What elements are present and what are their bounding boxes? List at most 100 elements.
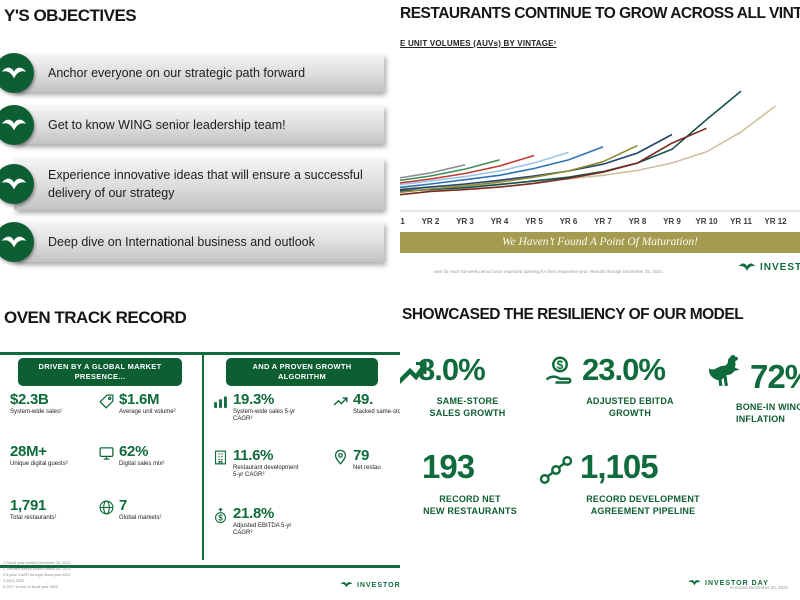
stat-label: Average unit volume² bbox=[119, 408, 176, 415]
stat-value: 23.0% bbox=[582, 352, 666, 387]
wingstop-logo-icon bbox=[340, 581, 353, 589]
wingstop-logo-badge bbox=[0, 53, 34, 93]
bar-chart-icon bbox=[212, 393, 229, 410]
footer-brand: INVESTOR DAY bbox=[738, 262, 800, 273]
objective-text: Get to know WING senior leadership team! bbox=[48, 117, 286, 132]
stat-label: Net restau bbox=[353, 464, 381, 471]
stat-label-line: RECORD DEVELOPMENT bbox=[586, 494, 700, 504]
stat-label: System-wide sales¹ bbox=[10, 408, 63, 415]
stat-label-line: SALES GROWTH bbox=[429, 407, 506, 418]
slide-objectives: Y'S OBJECTIVES Anchor everyone on our st… bbox=[0, 0, 400, 300]
vintage-line bbox=[400, 159, 500, 182]
chart-subtitle: E UNIT VOLUMES (AUVs) BY VINTAGE¹ bbox=[400, 39, 557, 48]
stat-ebitda-cagr: $ 21.8% Adjusted EBITDA 5-yr CAGR³ bbox=[212, 506, 305, 538]
footnote-line: 5 2017 to end of fiscal year 2020 bbox=[3, 585, 59, 590]
stat-label-line: RECORD NET bbox=[439, 494, 501, 504]
stat-net-restaurants: 79 Net restau bbox=[332, 448, 400, 472]
objective-text: Experience innovative ideas that will en… bbox=[48, 167, 363, 200]
stat-value: 49. bbox=[353, 391, 373, 408]
stat-label: RECORD NET NEW RESTAURANTS bbox=[400, 494, 540, 517]
stat-digital-sales-mix: 62% Digital sales mix² bbox=[98, 444, 191, 468]
stats-box bbox=[0, 352, 400, 568]
stat-value: $1.6M bbox=[119, 391, 160, 408]
chart-x-axis: YR 1 YR 2 YR 3 YR 4 YR 5 YR 6 YR 7 YR 8 YR 9 YR 1… bbox=[400, 217, 800, 229]
slide-resiliency: SHOWCASED THE RESILIENCY OF OUR MODEL 8.… bbox=[400, 300, 800, 600]
stat-label: RECORD DEVELOPMENT AGREEMENT PIPELINE bbox=[548, 494, 738, 517]
stat-value: 19.3% bbox=[233, 391, 275, 408]
x-axis-label: YR 1 bbox=[400, 217, 405, 226]
x-axis-label: YR 4 bbox=[490, 217, 509, 226]
maturation-banner: We Haven’t Found A Point Of Maturation! bbox=[400, 232, 800, 253]
stat-value: 11.6% bbox=[233, 447, 274, 464]
vintage-line bbox=[400, 105, 776, 190]
price-tag-icon bbox=[98, 393, 115, 410]
vintage-line bbox=[400, 154, 535, 184]
objective-banner: Anchor everyone on our strategic path fo… bbox=[14, 54, 384, 92]
slide-footnote: et ended December 25, 2021 bbox=[730, 585, 789, 590]
stat-label: Unique digital guests² bbox=[10, 460, 68, 467]
page-title: RESTAURANTS CONTINUE TO GROW ACROSS ALL … bbox=[400, 5, 800, 22]
objective-row: Experience innovative ideas that will en… bbox=[0, 158, 400, 210]
footnote-line: 4 2021-2023 bbox=[3, 579, 25, 584]
monitor-icon bbox=[98, 445, 115, 462]
globe-icon bbox=[98, 499, 115, 516]
objective-banner: Experience innovative ideas that will en… bbox=[14, 158, 384, 210]
slide-track-record: OVEN TRACK RECORD DRIVEN BY A GLOBAL MAR… bbox=[0, 300, 400, 600]
wingstop-logo-badge bbox=[0, 105, 34, 145]
location-pin-icon bbox=[332, 449, 349, 466]
left-panel-header: DRIVEN BY A GLOBAL MARKET PRESENCE... bbox=[18, 358, 182, 387]
stat-label: ADJUSTED EBITDA GROWTH bbox=[550, 396, 710, 419]
growth-arrow-icon bbox=[400, 356, 430, 392]
right-panel-header: AND A PROVEN GROWTH ALGORITHM bbox=[226, 358, 378, 387]
x-axis-label: YR 2 bbox=[421, 217, 440, 226]
objective-row: Deep dive on International business and … bbox=[0, 222, 400, 262]
vintage-line bbox=[400, 164, 466, 179]
wings-icon bbox=[1, 234, 27, 251]
page-title: SHOWCASED THE RESILIENCY OF OUR MODEL bbox=[402, 306, 744, 323]
chicken-icon bbox=[702, 350, 744, 392]
stat-value: 21.8% bbox=[233, 505, 275, 522]
objective-text: Deep dive on International business and … bbox=[48, 234, 315, 249]
wingstop-logo-icon bbox=[738, 262, 756, 273]
stat-value: 7 bbox=[119, 497, 128, 514]
vintage-line bbox=[400, 151, 569, 186]
stat-label-line: NEW RESTAURANTS bbox=[423, 505, 517, 516]
wings-icon bbox=[1, 65, 27, 82]
brand-text: INVESTOR DAY bbox=[760, 262, 800, 273]
wingstop-logo-badge bbox=[0, 222, 34, 262]
dollar-growth-icon: $ bbox=[212, 507, 229, 524]
stat-value: $2.3B bbox=[10, 391, 49, 408]
objective-row: Anchor everyone on our strategic path fo… bbox=[0, 53, 400, 93]
stat-label: Global markets² bbox=[119, 514, 162, 521]
stat-value: 1,791 bbox=[10, 497, 47, 514]
panel-divider bbox=[202, 354, 204, 560]
stat-label: System-wide sales 5-yr CAGR³ bbox=[233, 408, 296, 423]
vintage-line bbox=[400, 144, 638, 194]
objective-banner: Get to know WING senior leadership team! bbox=[14, 106, 384, 144]
stat-system-wide-sales: $2.3B System-wide sales¹ bbox=[10, 392, 82, 416]
stat-average-unit-volume: $1.6M Average unit volume² bbox=[98, 392, 191, 416]
footnote-line: 1 Fiscal year ended December 25, 2021 bbox=[3, 561, 71, 565]
stat-development-cagr: 11.6% Restaurant development 5-yr CAGR³ bbox=[212, 448, 305, 480]
footer-brand: INVESTOR DAY bbox=[688, 579, 769, 587]
page-title: OVEN TRACK RECORD bbox=[4, 308, 187, 327]
trend-arrow-icon bbox=[332, 393, 349, 410]
stat-value: 72% bbox=[750, 358, 800, 395]
stat-digital-guests: 28M+ Unique digital guests² bbox=[10, 444, 82, 468]
stat-global-markets: 7 Global markets² bbox=[98, 498, 191, 522]
x-axis-label: YR 11 bbox=[730, 217, 752, 226]
stat-label-line: BONE-IN WING bbox=[736, 402, 800, 412]
stat-label: Digital sales mix² bbox=[119, 460, 165, 467]
chart-footnote: own for each 52-week period once expecte… bbox=[434, 269, 664, 274]
stat-label: Restaurant development 5-yr CAGR³ bbox=[233, 464, 299, 479]
stat-label-line: INFLATION bbox=[736, 413, 786, 424]
objective-row: Get to know WING senior leadership team! bbox=[0, 105, 400, 145]
brand-text: INVESTOR DAY bbox=[357, 581, 400, 589]
vintage-line bbox=[400, 127, 707, 196]
footnotes: 1 Fiscal year ended December 25, 2021 2 … bbox=[3, 560, 71, 590]
footer-brand: INVESTOR DAY bbox=[340, 581, 400, 589]
stat-label-line: SAME-STORE bbox=[436, 396, 499, 406]
stat-value: 8.0% bbox=[418, 352, 486, 387]
x-axis-label: YR 7 bbox=[594, 217, 612, 226]
